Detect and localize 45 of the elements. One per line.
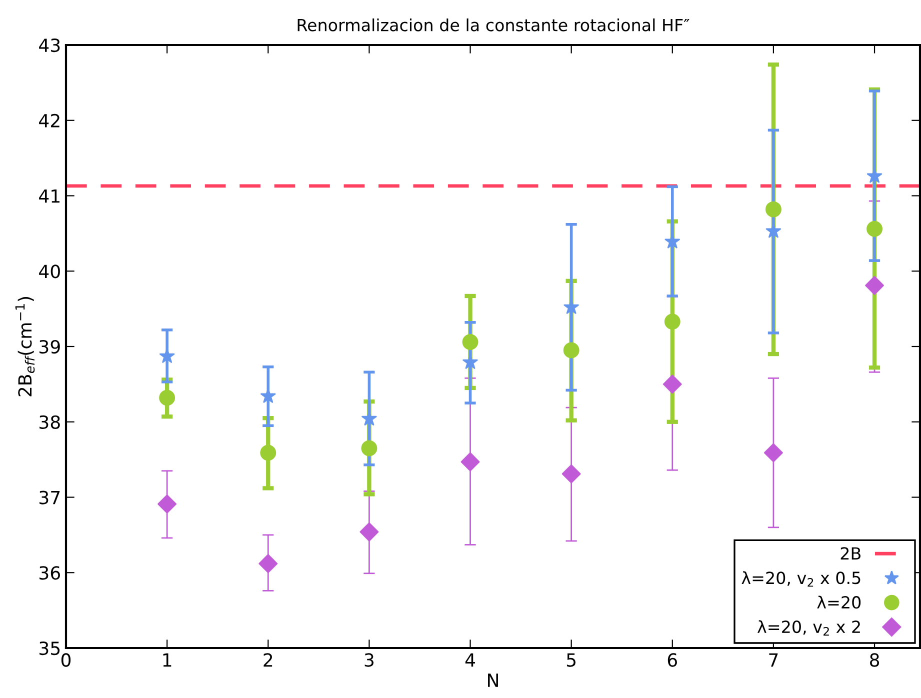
point bbox=[865, 276, 884, 295]
y-tick-label: 35 bbox=[40, 641, 60, 656]
point bbox=[764, 443, 783, 462]
point bbox=[765, 201, 782, 218]
point bbox=[361, 440, 378, 456]
y-tick-label: 41 bbox=[39, 189, 60, 203]
x-tick-label: 2 bbox=[264, 653, 272, 667]
point bbox=[159, 390, 176, 406]
point bbox=[562, 464, 581, 484]
legend-label: λ=20, v$_{2}$ x 2 bbox=[757, 620, 860, 636]
legend-label: λ=20 bbox=[817, 596, 861, 609]
point bbox=[360, 522, 379, 542]
y-tick-label: 36 bbox=[40, 566, 60, 580]
x-tick-label: 3 bbox=[364, 653, 374, 667]
x-tick-label: 0 bbox=[61, 653, 71, 667]
point bbox=[664, 234, 680, 248]
legend-label: 2B bbox=[840, 547, 860, 560]
point bbox=[662, 374, 682, 394]
point bbox=[563, 342, 580, 358]
point bbox=[260, 444, 276, 461]
y-tick-label: 39 bbox=[40, 340, 60, 354]
x-tick-label: 7 bbox=[769, 653, 778, 667]
x-tick-label: 8 bbox=[870, 653, 880, 667]
point bbox=[462, 334, 478, 350]
x-axis-title: N bbox=[488, 674, 498, 687]
y-axis-title: 2B$_{eff}$(cm$^{−1}$) bbox=[15, 297, 35, 396]
x-tick-label: 6 bbox=[668, 653, 677, 667]
y-tick-label: 37 bbox=[40, 490, 60, 504]
point bbox=[159, 348, 175, 363]
x-tick-label: 4 bbox=[465, 653, 475, 667]
point bbox=[766, 223, 782, 238]
chart-title: Renormalizacion de la constante rotacional HF″ bbox=[298, 18, 690, 32]
point bbox=[258, 554, 278, 574]
x-tick-label: 1 bbox=[163, 653, 172, 667]
point bbox=[158, 494, 177, 514]
y-tick-label: 43 bbox=[39, 38, 60, 52]
point bbox=[664, 314, 680, 330]
point bbox=[866, 220, 882, 237]
y-tick-label: 42 bbox=[39, 114, 60, 128]
y-tick-label: 38 bbox=[40, 415, 60, 429]
point bbox=[460, 452, 480, 472]
x-tick-label: 5 bbox=[566, 653, 576, 667]
y-tick-label: 40 bbox=[39, 264, 60, 278]
point bbox=[866, 168, 882, 183]
legend-label: λ=20, v$_{2}$ x 0.5 bbox=[742, 571, 860, 587]
